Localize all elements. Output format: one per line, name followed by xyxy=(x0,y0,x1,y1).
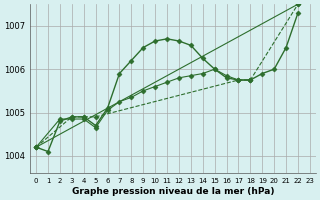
X-axis label: Graphe pression niveau de la mer (hPa): Graphe pression niveau de la mer (hPa) xyxy=(72,187,274,196)
